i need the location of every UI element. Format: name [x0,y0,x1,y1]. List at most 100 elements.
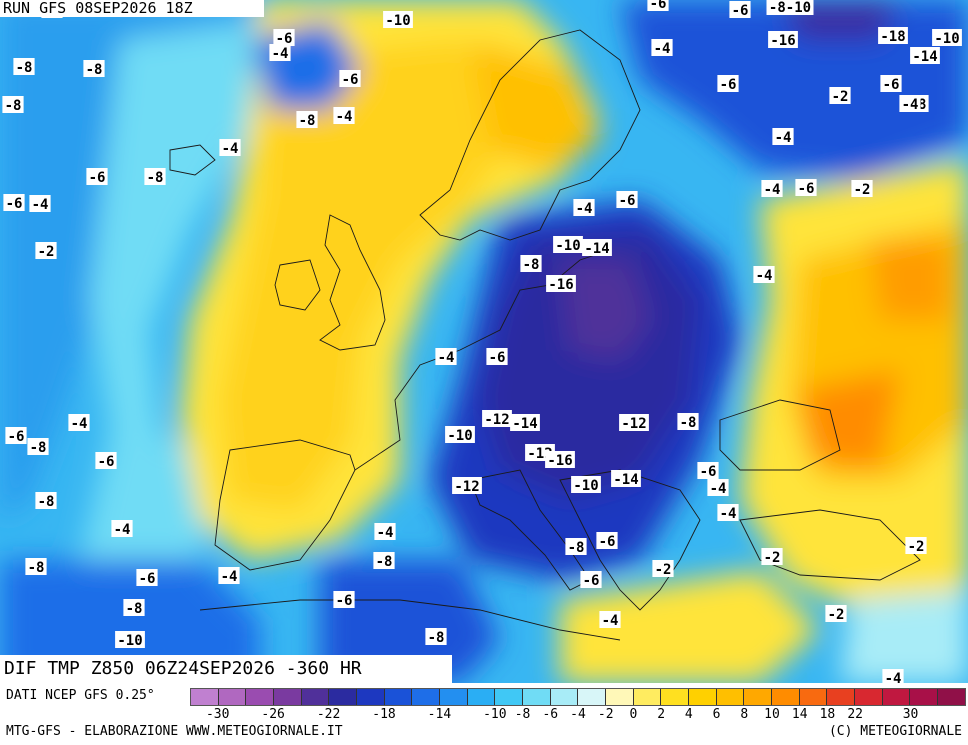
svg-text:-12: -12 [454,479,479,495]
contour-label: -4 [269,44,291,62]
legend-swatch [633,689,662,705]
credit-left: MTG-GFS - ELABORAZIONE WWW.METEOGIORNALE… [6,724,343,739]
svg-text:-10: -10 [117,633,142,649]
contour-label: -4 [599,611,621,629]
svg-text:-4: -4 [576,201,593,217]
svg-text:-4: -4 [764,182,781,198]
svg-text:-6: -6 [6,196,23,212]
svg-text:-14: -14 [912,49,937,65]
contour-label: -6 [339,70,361,88]
svg-text:-14: -14 [613,472,638,488]
svg-text:-8: -8 [86,62,103,78]
svg-text:-8: -8 [16,60,33,76]
svg-text:-8-10: -8-10 [769,0,811,16]
contour-label: -8 [677,413,699,431]
svg-text:-8: -8 [147,170,164,186]
contour-label: -8 [35,492,57,510]
contour-label: -6 [795,179,817,197]
legend-tick-label: 2 [657,707,666,722]
legend-swatch [910,689,939,705]
legend-tick-label: 6 [712,707,721,722]
legend-tick-label: 10 [764,707,780,722]
contour-label: -2 [825,605,847,623]
contour-label: -14 [582,239,612,257]
legend-swatch [689,689,717,705]
contour-label: -12 [452,477,482,495]
svg-text:-2: -2 [38,244,55,260]
contour-label-layer: -8-6-10-6-8-10-18-10-14-8-8-6-4-4-16-8-6… [2,0,962,683]
svg-text:-8: -8 [523,257,540,273]
contour-label: -8-10 [766,0,814,16]
svg-text:-6: -6 [8,429,25,445]
contour-label: -8 [83,60,105,78]
contour-label: -4 [219,139,241,157]
svg-text:-4: -4 [71,416,88,432]
legend-swatch [384,689,413,705]
svg-text:-12: -12 [484,412,509,428]
contour-label: -6 [273,29,295,47]
contour-label: -6 [647,0,669,12]
contour-label: -6 [5,427,27,445]
legend-swatch [606,689,634,705]
contour-label: -4 [435,348,457,366]
svg-text:-4: -4 [377,525,394,541]
contour-label: -18 [878,27,908,45]
svg-text:-6: -6 [336,593,353,609]
contour-label: -4 [29,195,51,213]
contour-label: -6 [729,1,751,19]
svg-text:-8: -8 [376,554,393,570]
legend-tick-label: -4 [570,707,586,722]
legend-swatch [274,689,302,705]
svg-text:-10: -10 [934,31,959,47]
contour-label: -6 [136,569,158,587]
contour-label: -16 [546,275,576,293]
svg-text:-4: -4 [272,46,289,62]
contour-label: -8 [296,111,318,129]
legend-swatch [855,689,883,705]
svg-text:-6: -6 [276,31,293,47]
svg-text:-6: -6 [139,571,156,587]
contour-label: -6 [596,532,618,550]
color-legend-ticks: -30 -26 -22 -18 -14 -10 -8 -6 -4 -2 0 2 4 6 8 10 14 18 22 3… [190,707,966,723]
contour-label: -6 [486,348,508,366]
source-note: DATI NCEP GFS 0.25° [6,688,155,703]
legend-swatch [467,689,496,705]
svg-text:-4: -4 [710,481,727,497]
legend-tick-label: 0 [629,707,638,722]
svg-text:-18: -18 [880,29,905,45]
legend-swatch [440,689,468,705]
contour-label: -6 [880,75,902,93]
contour-label: -6 [717,75,739,93]
svg-text:-4: -4 [885,671,902,683]
contour-label: -4 [651,39,673,57]
contour-label: -8 [565,538,587,556]
svg-text:-6: -6 [798,181,815,197]
svg-text:-2: -2 [908,539,925,555]
contour-label: -4 [882,669,904,683]
svg-text:-8: -8 [5,98,22,114]
contour-label: -4 [111,520,133,538]
svg-text:-4: -4 [756,268,773,284]
contour-label: -4 [753,266,775,284]
contour-label: -8 [520,255,542,273]
svg-text:-4: -4 [902,97,919,113]
contour-label: -10 [553,236,583,254]
svg-text:-4: -4 [602,613,619,629]
legend-tick-label: -26 [261,707,285,722]
svg-text:-2: -2 [832,89,849,105]
legend-swatch [661,689,690,705]
svg-text:-4: -4 [654,41,671,57]
legend-tick-label: 8 [740,707,749,722]
svg-text:-6: -6 [583,573,600,589]
contour-label: -4 [333,107,355,125]
contour-label: -14 [910,47,940,65]
svg-text:-8: -8 [28,560,45,576]
svg-text:-6: -6 [720,77,737,93]
contour-label: -8 [2,96,24,114]
contour-label: -6 [86,168,108,186]
legend-swatch [716,689,745,705]
legend-swatch [329,689,358,705]
contour-label: -6 [3,194,25,212]
legend-swatch [495,689,524,705]
svg-text:-8: -8 [680,415,697,431]
